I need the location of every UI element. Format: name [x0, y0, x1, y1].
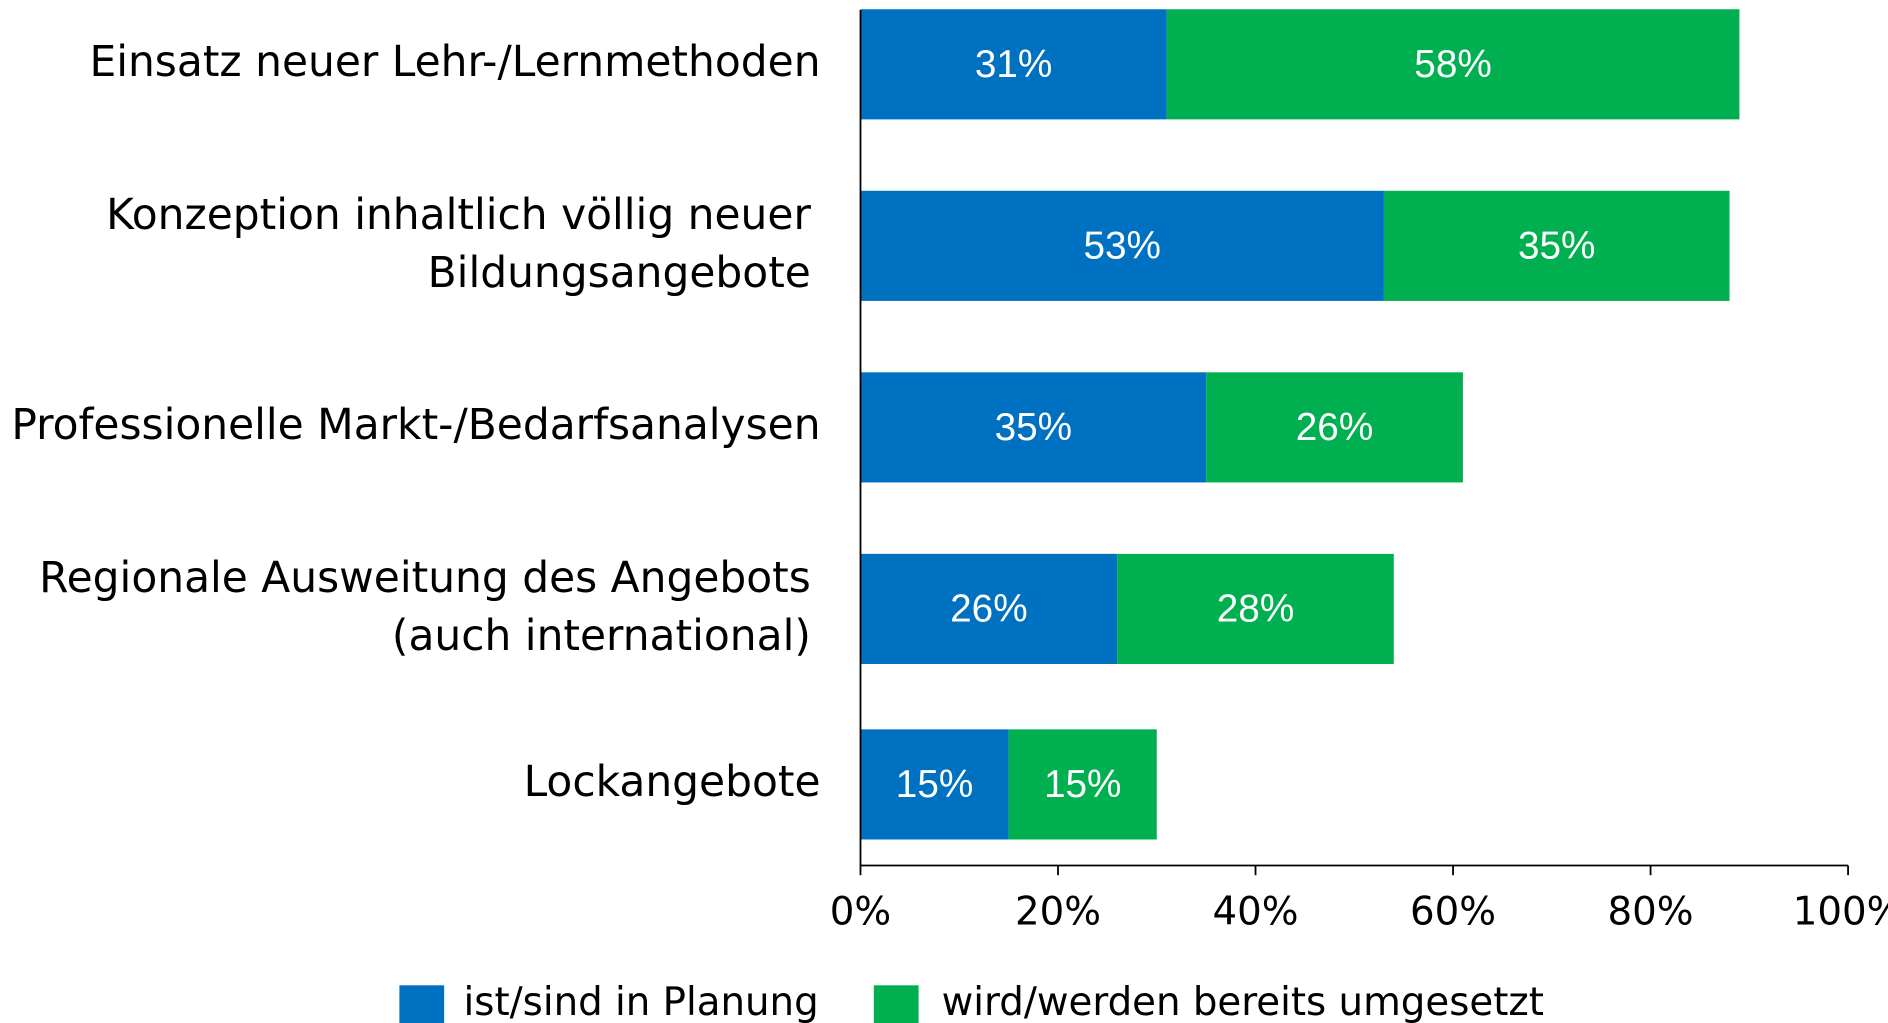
legend-swatch [399, 985, 445, 1023]
x-tick-label: 20% [1015, 889, 1101, 934]
value-label: 26% [950, 588, 1028, 631]
bar-segment [860, 729, 1009, 840]
x-tick-label: 80% [1608, 889, 1694, 934]
bar-segment [1206, 372, 1463, 483]
bar-segment [860, 190, 1384, 301]
value-label: 35% [995, 406, 1073, 449]
x-tick-label: 0% [830, 889, 891, 934]
bar-segment [1166, 9, 1740, 120]
bar-segment [860, 372, 1207, 483]
category-label: Professionelle Markt-/Bedarfsanalysen [11, 400, 820, 449]
bar-segment [1117, 553, 1394, 664]
x-tick-label: 100% [1793, 889, 1888, 934]
value-label: 53% [1083, 225, 1161, 268]
category-label: Einsatz neuer Lehr-/Lernmethoden [89, 37, 820, 86]
bar-segment [1008, 729, 1157, 840]
value-label: 26% [1296, 406, 1374, 449]
value-label: 31% [975, 43, 1053, 86]
bar-segment [860, 553, 1118, 664]
x-tick-label: 40% [1212, 889, 1298, 934]
legend-label: ist/sind in Planung [464, 980, 819, 1023]
category-label: Lockangebote [524, 757, 821, 806]
value-label: 58% [1414, 43, 1492, 86]
bar-segment [860, 9, 1167, 120]
category-label: Regionale Ausweitung des Angebots (auch i… [39, 552, 811, 659]
value-label: 15% [896, 763, 974, 806]
legend-swatch [873, 985, 919, 1023]
x-tick-label: 60% [1410, 889, 1496, 934]
category-label: Konzeption inhaltlich völlig neuer Bildun… [106, 189, 811, 296]
value-label: 28% [1217, 588, 1295, 631]
value-label: 15% [1044, 763, 1122, 806]
bar-segment [1383, 190, 1730, 301]
value-label: 35% [1518, 225, 1596, 268]
legend-label: wird/werden bereits umgesetzt [942, 980, 1544, 1023]
